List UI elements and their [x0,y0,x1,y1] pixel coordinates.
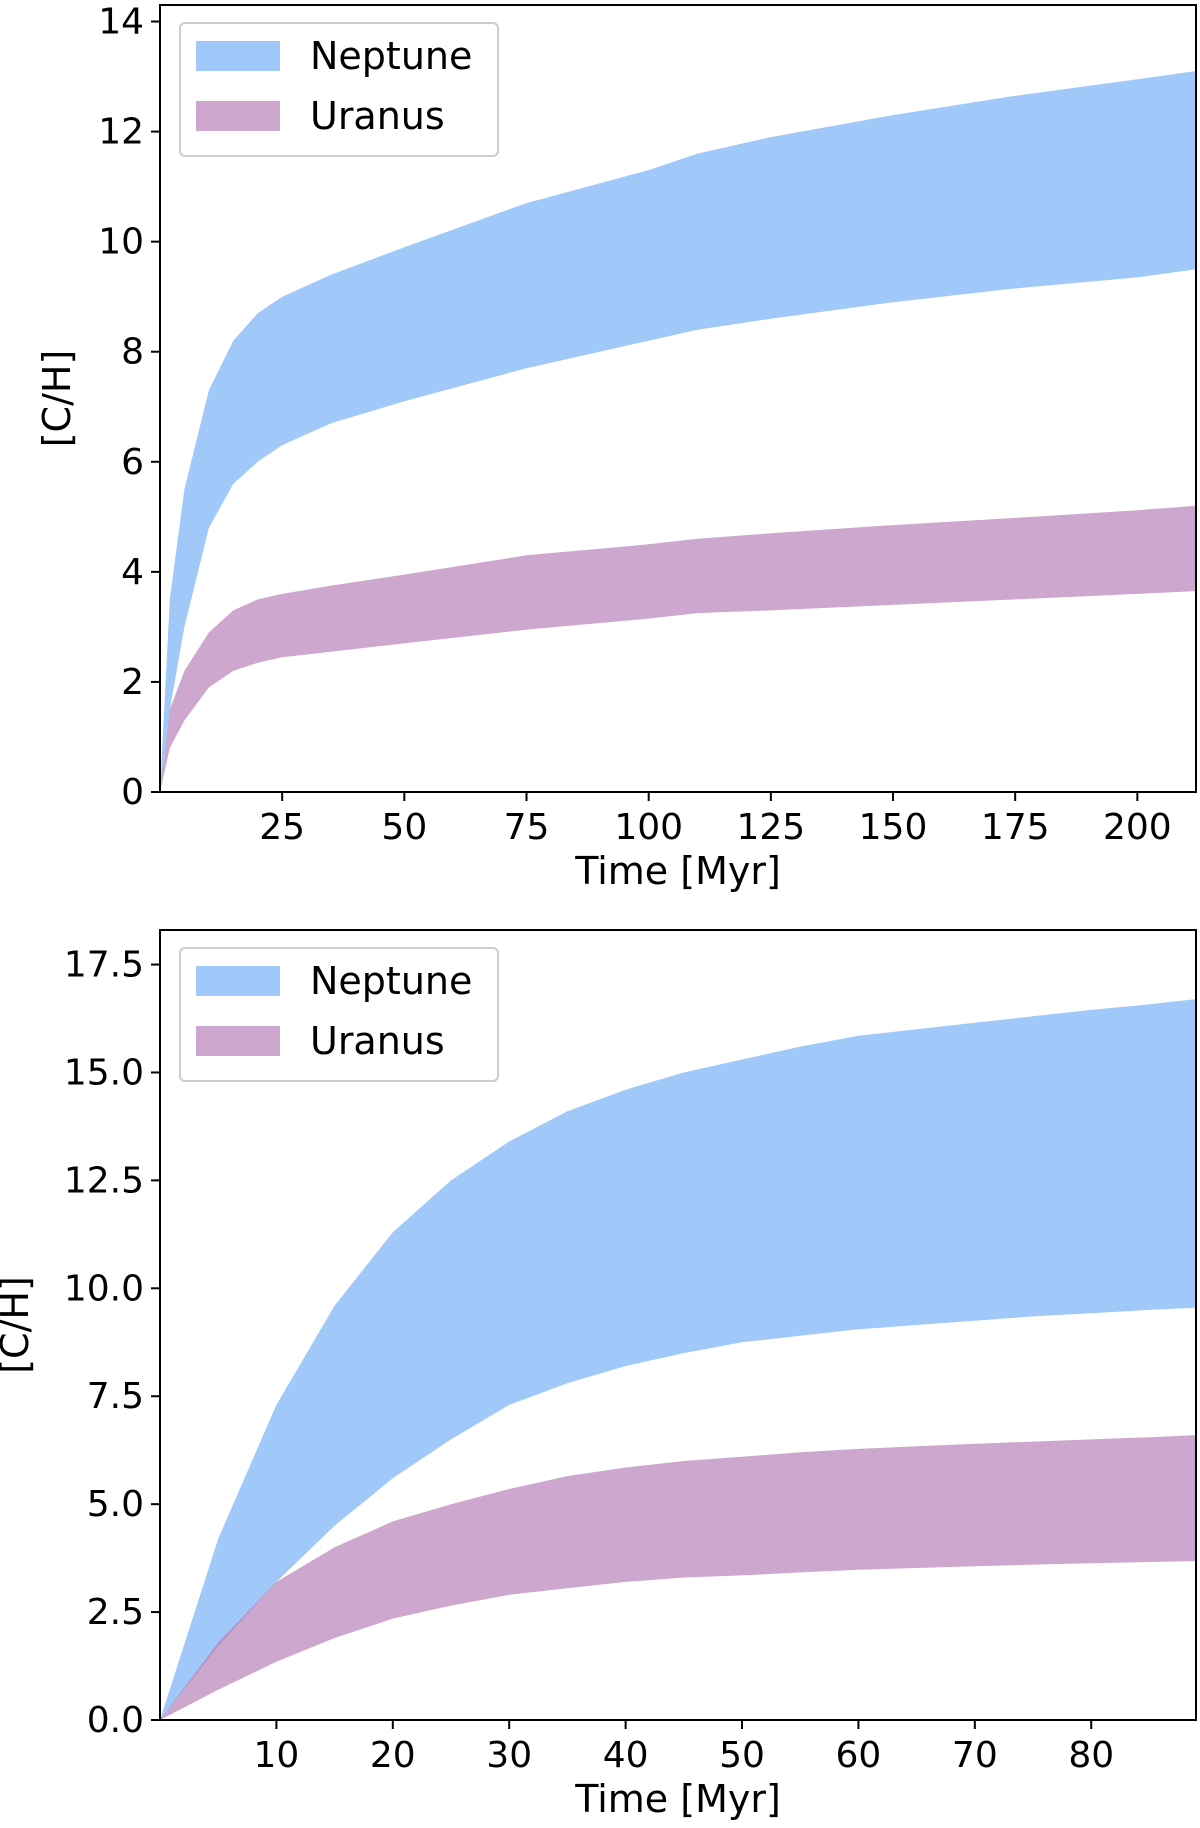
y-tick-label: 17.5 [64,945,144,986]
x-tick-label: 50 [719,1735,765,1776]
y-tick-label: 12.5 [64,1160,144,1201]
legend-swatch-neptune [196,41,280,71]
legend-swatch-neptune [196,966,280,996]
x-axis-label: Time [Myr] [574,849,781,893]
x-tick-label: 125 [736,807,805,848]
y-tick-label: 6 [121,442,144,483]
y-tick-label: 7.5 [87,1376,144,1417]
x-tick-label: 175 [981,807,1050,848]
y-tick-label: 10 [98,222,144,263]
x-tick-label: 25 [259,807,305,848]
y-tick-label: 15.0 [64,1052,144,1093]
plot-frame [159,929,1197,1721]
x-tick-label: 80 [1068,1735,1114,1776]
legend-label-neptune: Neptune [310,959,472,1003]
area-uranus [160,505,1196,792]
x-tick-label: 40 [603,1735,649,1776]
x-tick-label: 100 [614,807,683,848]
x-tick-label: 60 [836,1735,882,1776]
y-axis-label: [C/H] [35,350,79,448]
top-chart-panel: 25 50 75 100 125 150 175 200 0 2 4 6 8 10 12 14 Time [My… [35,2,1197,893]
plot-frame [159,4,1197,793]
y-tick-label: 14 [98,2,144,43]
bottom-chart-panel: 10 20 30 40 50 60 70 80 0.0 2.5 5.0 7.5 10.0 12.5 15.0… [0,929,1197,1821]
x-tick-label: 30 [486,1735,532,1776]
y-tick-label: 2 [121,662,144,703]
x-tick-label: 75 [504,807,550,848]
x-tick-label: 200 [1103,807,1172,848]
legend-label-uranus: Uranus [310,94,445,138]
x-tick-label: 150 [859,807,928,848]
legend: Neptune Uranus [179,22,499,157]
area-group [160,71,1196,792]
y-tick-label: 0.0 [87,1700,144,1741]
y-tick-label: 0 [121,772,144,813]
y-tick-label: 5.0 [87,1484,144,1525]
legend-label-uranus: Uranus [310,1019,445,1063]
area-uranus [160,1435,1196,1720]
x-tick-label: 10 [253,1735,299,1776]
legend-swatch-uranus [196,101,280,131]
y-tick-label: 10.0 [64,1268,144,1309]
x-tick-label: 70 [952,1735,998,1776]
y-tick-label: 12 [98,112,144,153]
legend-label-neptune: Neptune [310,34,472,78]
x-tick-label: 50 [381,807,427,848]
y-tick-label: 4 [121,552,144,593]
x-axis-label: Time [Myr] [574,1777,781,1821]
legend: Neptune Uranus [179,947,499,1082]
x-tick-label: 20 [370,1735,416,1776]
y-tick-label: 8 [121,332,144,373]
area-group [160,999,1196,1720]
area-neptune [160,999,1196,1720]
legend-swatch-uranus [196,1026,280,1056]
area-neptune [160,71,1196,792]
y-axis-label: [C/H] [0,1276,37,1374]
y-tick-label: 2.5 [87,1592,144,1633]
